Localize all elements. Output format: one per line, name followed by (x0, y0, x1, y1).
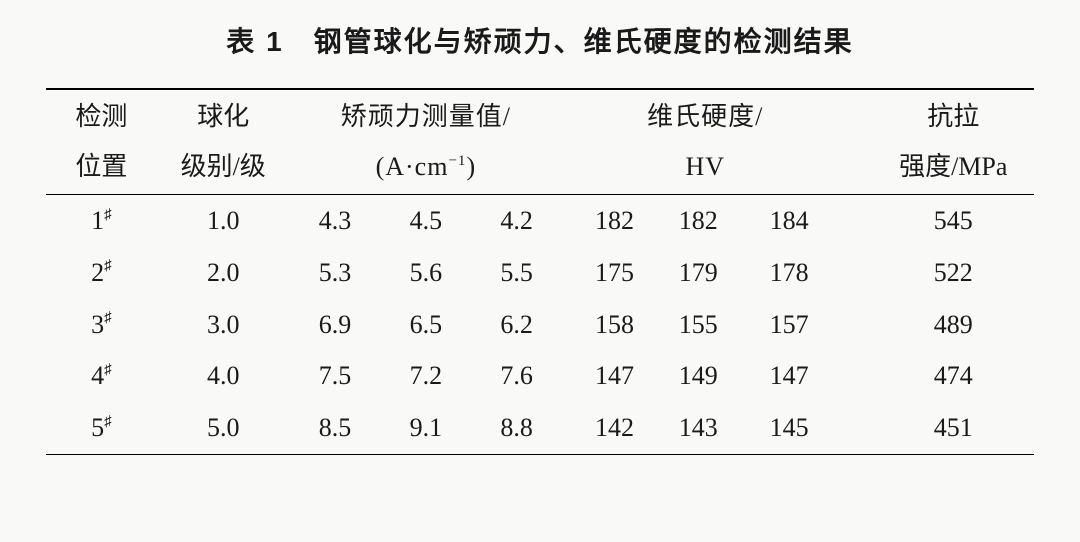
header-tensile-line2: 强度/MPa (835, 130, 1034, 195)
cell-position: 5♯ (46, 402, 157, 454)
cell-hv: 182 (562, 195, 653, 247)
cell-tensile: 451 (835, 402, 1034, 454)
cell-coercivity: 6.2 (471, 299, 562, 351)
cell-tensile: 489 (835, 299, 1034, 351)
table-row: 5♯ 5.0 8.5 9.1 8.8 142 143 145 451 (46, 402, 1034, 454)
header-tensile-line1: 抗拉 (835, 90, 1034, 130)
cell-tensile: 545 (835, 195, 1034, 247)
cell-hv: 145 (744, 402, 835, 454)
header-coercivity-line1: 矫顽力测量值/ (290, 90, 562, 130)
cell-position: 2♯ (46, 247, 157, 299)
cell-coercivity: 6.9 (290, 299, 381, 351)
cell-coercivity: 7.5 (290, 350, 381, 402)
data-table: 检测 球化 矫顽力测量值/ 维氏硬度/ 抗拉 位置 级别/级 (A·cm−1) … (46, 88, 1034, 455)
cell-hv: 182 (653, 195, 744, 247)
cell-hv: 147 (562, 350, 653, 402)
cell-hv: 143 (653, 402, 744, 454)
cell-hv: 147 (744, 350, 835, 402)
cell-hv: 157 (744, 299, 835, 351)
header-hv-line2: HV (562, 130, 834, 195)
cell-hv: 178 (744, 247, 835, 299)
cell-coercivity: 5.5 (471, 247, 562, 299)
cell-coercivity: 6.5 (380, 299, 471, 351)
caption-text: 钢管球化与矫顽力、维氏硬度的检测结果 (314, 26, 854, 57)
cell-tensile: 522 (835, 247, 1034, 299)
cell-grade: 4.0 (157, 350, 290, 402)
cell-coercivity: 4.3 (290, 195, 381, 247)
header-coercivity-line2: (A·cm−1) (290, 130, 562, 195)
caption-prefix: 表 1 (226, 26, 283, 57)
cell-hv: 179 (653, 247, 744, 299)
table-row: 4♯ 4.0 7.5 7.2 7.6 147 149 147 474 (46, 350, 1034, 402)
header-position-line1: 检测 (46, 90, 157, 130)
header-position-line2: 位置 (46, 130, 157, 195)
header-hv-line1: 维氏硬度/ (562, 90, 834, 130)
header-grade-line1: 球化 (157, 90, 290, 130)
cell-grade: 3.0 (157, 299, 290, 351)
cell-coercivity: 8.5 (290, 402, 381, 454)
table-row: 2♯ 2.0 5.3 5.6 5.5 175 179 178 522 (46, 247, 1034, 299)
cell-hv: 184 (744, 195, 835, 247)
table-caption: 表 1 钢管球化与矫顽力、维氏硬度的检测结果 (46, 20, 1034, 60)
cell-hv: 158 (562, 299, 653, 351)
cell-coercivity: 7.6 (471, 350, 562, 402)
cell-coercivity: 5.3 (290, 247, 381, 299)
cell-grade: 2.0 (157, 247, 290, 299)
cell-coercivity: 4.2 (471, 195, 562, 247)
cell-tensile: 474 (835, 350, 1034, 402)
cell-grade: 1.0 (157, 195, 290, 247)
table-row: 1♯ 1.0 4.3 4.5 4.2 182 182 184 545 (46, 195, 1034, 247)
cell-coercivity: 7.2 (380, 350, 471, 402)
table-row: 3♯ 3.0 6.9 6.5 6.2 158 155 157 489 (46, 299, 1034, 351)
cell-position: 4♯ (46, 350, 157, 402)
cell-coercivity: 5.6 (380, 247, 471, 299)
cell-coercivity: 8.8 (471, 402, 562, 454)
cell-hv: 149 (653, 350, 744, 402)
cell-coercivity: 9.1 (380, 402, 471, 454)
cell-position: 1♯ (46, 195, 157, 247)
cell-position: 3♯ (46, 299, 157, 351)
cell-coercivity: 4.5 (380, 195, 471, 247)
cell-hv: 175 (562, 247, 653, 299)
cell-hv: 142 (562, 402, 653, 454)
cell-hv: 155 (653, 299, 744, 351)
cell-grade: 5.0 (157, 402, 290, 454)
header-grade-line2: 级别/级 (157, 130, 290, 195)
